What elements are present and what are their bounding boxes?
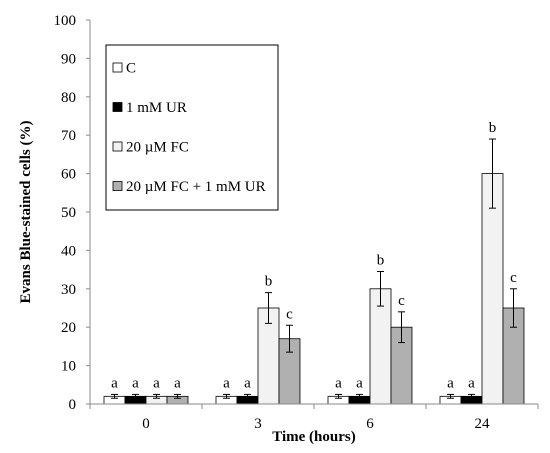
y-axis-ticks: 0 10 20 30 40 50 60 70 80 90 100 <box>54 13 90 413</box>
y-tick-label: 10 <box>61 359 76 375</box>
legend-swatch <box>112 141 123 152</box>
bars <box>103 173 525 405</box>
legend-label: 1 mM UR <box>126 100 187 116</box>
legend: C 1 mM UR 20 µM FC 20 µM FC + 1 mM UR <box>105 44 279 211</box>
y-tick-label: 100 <box>54 13 77 29</box>
significance-letter: a <box>132 375 139 391</box>
significance-letter: a <box>111 375 118 391</box>
significance-letter: a <box>335 375 342 391</box>
significance-letter: a <box>223 375 230 391</box>
x-tick-label: 24 <box>475 416 491 432</box>
legend-swatch <box>112 102 123 112</box>
legend-box <box>105 44 279 211</box>
x-tick-label: 6 <box>366 416 374 432</box>
significance-letter: a <box>174 375 181 391</box>
significance-letter: a <box>468 375 475 391</box>
legend-label: C <box>126 61 136 77</box>
y-tick-label: 90 <box>61 51 76 67</box>
legend-swatch <box>112 181 123 191</box>
y-tick-label: 20 <box>61 320 76 336</box>
y-tick-label: 40 <box>61 243 76 259</box>
y-tick-label: 70 <box>61 128 76 144</box>
y-axis-title: Evans Blue-stained cells (%) <box>18 121 34 304</box>
x-axis-title: Time (hours) <box>272 429 355 445</box>
significance-letter: b <box>377 253 385 269</box>
significance-letter: b <box>265 274 273 290</box>
significance-letter: c <box>510 270 517 286</box>
significance-letter: a <box>447 375 454 391</box>
x-tick-label: 0 <box>142 416 150 432</box>
significance-letter: c <box>286 306 293 322</box>
legend-label: 20 µM FC + 1 mM UR <box>126 179 266 195</box>
y-tick-label: 50 <box>61 205 76 221</box>
error-bars <box>111 138 517 399</box>
significance-letter: c <box>398 293 405 309</box>
significance-letter: b <box>489 120 497 136</box>
significance-letter: a <box>356 375 363 391</box>
x-tick-label: 3 <box>254 416 262 432</box>
legend-swatch <box>112 62 123 73</box>
y-tick-label: 30 <box>61 282 76 298</box>
y-tick-label: 80 <box>61 90 76 106</box>
x-axis-ticks: 0 3 6 24 <box>89 404 539 432</box>
y-tick-label: 60 <box>61 167 76 183</box>
significance-letter: a <box>244 375 251 391</box>
legend-label: 20 µM FC <box>126 140 189 156</box>
significance-letter: a <box>153 375 160 391</box>
y-tick-label: 0 <box>69 397 77 413</box>
